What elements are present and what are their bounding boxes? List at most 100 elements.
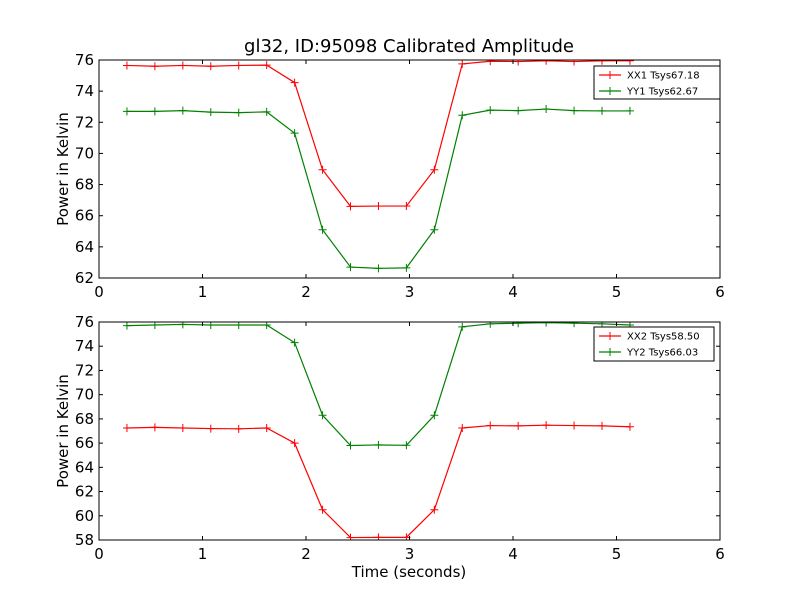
data-point: [346, 263, 355, 272]
data-point: [374, 440, 383, 449]
y-axis-label: Power in Kelvin: [54, 374, 72, 488]
x-tick-label: 1: [198, 283, 208, 301]
y-tick-label: 76: [75, 51, 94, 69]
y-tick-label: 72: [75, 113, 94, 131]
data-point: [458, 423, 467, 432]
data-point: [290, 129, 299, 138]
data-point: [374, 264, 383, 273]
data-point: [625, 60, 634, 65]
data-point: [346, 441, 355, 450]
legend-entry: YY2 Tsys66.03: [626, 348, 698, 359]
data-point: [122, 322, 131, 330]
data-point: [486, 106, 495, 115]
data-point: [290, 78, 299, 87]
y-tick-label: 62: [75, 483, 94, 501]
x-tick-label: 5: [612, 545, 622, 563]
data-point: [570, 60, 579, 66]
data-point: [570, 322, 579, 328]
x-tick-label: 0: [94, 545, 104, 563]
data-point: [486, 60, 495, 66]
data-point: [430, 505, 439, 514]
data-point: [430, 165, 439, 174]
x-tick-label: 4: [508, 545, 518, 563]
series-group: [122, 60, 634, 273]
y-tick-label: 70: [75, 144, 94, 162]
data-point: [262, 423, 271, 432]
data-point: [402, 263, 411, 272]
data-point: [598, 421, 607, 430]
y-tick-label: 74: [75, 337, 94, 355]
data-point: [514, 421, 523, 430]
y-tick-label: 74: [75, 82, 94, 100]
data-point: [178, 423, 187, 432]
data-point: [262, 107, 271, 116]
data-point: [290, 338, 299, 347]
x-tick-label: 2: [301, 545, 311, 563]
x-tick-label: 1: [198, 545, 208, 563]
y-tick-label: 68: [75, 410, 94, 428]
top-plot: 0 1 2 3 4 5 6 62 64 66 68 70 72 74 76 Power in Kelvin XX…: [54, 51, 725, 301]
x-tick-label: 0: [94, 283, 104, 301]
y-axis-label: Power in Kelvin: [54, 112, 72, 226]
y-tick-label: 72: [75, 361, 94, 379]
data-point: [206, 62, 215, 71]
y-tick-label: 76: [75, 313, 94, 331]
legend-marker: [606, 332, 614, 340]
data-point: [206, 108, 215, 117]
data-point: [542, 60, 551, 65]
data-point: [318, 505, 327, 514]
data-point: [625, 422, 634, 431]
legend-entry: XX1 Tsys67.18: [627, 71, 700, 82]
y-tick-label: 66: [75, 434, 94, 452]
y-tick-label: 66: [75, 207, 94, 225]
x-tick-label: 6: [715, 283, 725, 301]
data-point: [514, 106, 523, 115]
x-tick-label: 5: [612, 283, 622, 301]
legend-entry: XX2 Tsys58.50: [627, 332, 700, 343]
data-point: [150, 423, 159, 432]
data-point: [486, 421, 495, 430]
data-point: [542, 105, 551, 114]
legend-entry: YY1 Tsys62.67: [626, 87, 698, 98]
x-tick-label: 6: [715, 545, 725, 563]
y-tick-label: 60: [75, 507, 94, 525]
data-point: [458, 60, 467, 68]
y-tick-label: 62: [75, 269, 94, 287]
data-point: [346, 202, 355, 211]
data-point: [150, 107, 159, 116]
data-point: [234, 424, 243, 433]
data-point: [346, 533, 355, 540]
data-point: [598, 106, 607, 115]
x-tick-label: 4: [508, 283, 518, 301]
data-point: [458, 322, 467, 331]
data-point: [262, 61, 271, 70]
data-point: [514, 322, 523, 328]
data-point: [206, 424, 215, 433]
legend-box: [593, 326, 715, 362]
series-group: [122, 322, 634, 540]
y-tick-label: 70: [75, 386, 94, 404]
data-point: [486, 322, 495, 328]
legend-marker: [606, 71, 614, 79]
legend: XX2 Tsys58.50 YY2 Tsys66.03: [593, 326, 715, 362]
data-point: [430, 225, 439, 234]
data-point: [178, 61, 187, 70]
legend-box: [593, 65, 721, 100]
data-point: [374, 202, 383, 211]
data-point: [122, 107, 131, 116]
x-tick-label: 3: [405, 545, 415, 563]
data-point: [178, 106, 187, 115]
x-tick-label: 2: [301, 283, 311, 301]
legend-marker: [606, 348, 614, 356]
data-point: [570, 421, 579, 430]
data-point: [150, 62, 159, 71]
figure-title: gl32, ID:95098 Calibrated Amplitude: [244, 36, 574, 57]
data-point: [542, 421, 551, 430]
data-point: [402, 202, 411, 211]
x-tick-label: 3: [405, 283, 415, 301]
data-point: [318, 165, 327, 174]
legend-marker: [606, 87, 614, 95]
data-point: [458, 111, 467, 120]
